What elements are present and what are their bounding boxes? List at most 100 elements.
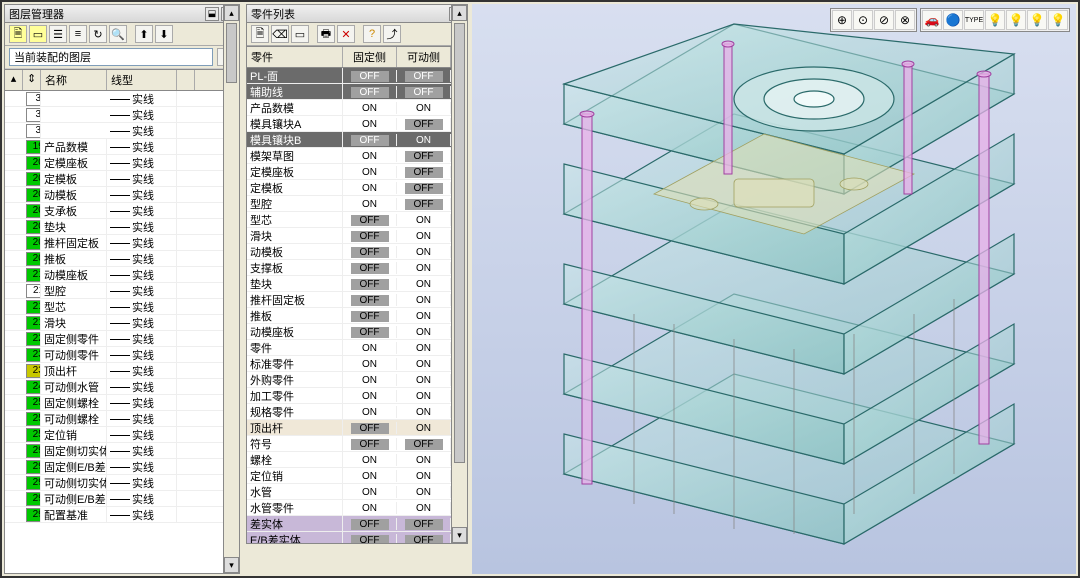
- layer-row[interactable]: 220固定侧零件实线: [5, 331, 239, 347]
- scroll-up-icon[interactable]: ▴: [452, 5, 467, 21]
- parts-row[interactable]: 定位销ONON: [247, 468, 467, 484]
- parts-row[interactable]: 水管ONON: [247, 484, 467, 500]
- parts-scrollbar[interactable]: ▴ ▾: [451, 5, 467, 543]
- pin-icon[interactable]: ⬓: [205, 7, 219, 21]
- part-fixed-toggle[interactable]: OFF: [343, 230, 397, 242]
- parts-tool-group[interactable]: ▭: [291, 25, 309, 43]
- col-linetype[interactable]: 线型: [107, 70, 177, 90]
- part-movable-toggle[interactable]: OFF: [397, 518, 451, 530]
- viewport-3d[interactable]: ⊕ ⊙ ⊘ ⊗ 🚗 🔵 TYPE 💡 💡 💡 💡: [472, 4, 1076, 574]
- part-fixed-toggle[interactable]: ON: [343, 454, 397, 466]
- parts-row[interactable]: E/B差实体OFFOFF: [247, 532, 467, 543]
- display-tool-2[interactable]: TYPE: [964, 10, 984, 30]
- part-fixed-toggle[interactable]: ON: [343, 102, 397, 114]
- layer-tool-find[interactable]: 🔍: [109, 25, 127, 43]
- part-movable-toggle[interactable]: ON: [397, 278, 451, 290]
- part-movable-toggle[interactable]: ON: [397, 470, 451, 482]
- layer-row[interactable]: 292可动侧切实体实线: [5, 475, 239, 491]
- scroll-thumb[interactable]: [226, 23, 237, 83]
- layer-row[interactable]: 201定模座板实线: [5, 155, 239, 171]
- col-extra[interactable]: [177, 70, 195, 90]
- parts-row[interactable]: 螺栓ONON: [247, 452, 467, 468]
- parts-row[interactable]: 符号OFFOFF: [247, 436, 467, 452]
- part-fixed-toggle[interactable]: OFF: [343, 134, 397, 146]
- parts-tool-new[interactable]: 🗎: [251, 25, 269, 43]
- part-movable-toggle[interactable]: ON: [397, 246, 451, 258]
- parts-row[interactable]: 型芯OFFON: [247, 212, 467, 228]
- parts-row[interactable]: 辅助线OFFOFF: [247, 84, 467, 100]
- current-layer-input[interactable]: [9, 48, 213, 66]
- part-movable-toggle[interactable]: ON: [397, 294, 451, 306]
- view-tool-0[interactable]: ⊕: [832, 10, 852, 30]
- part-movable-toggle[interactable]: ON: [397, 358, 451, 370]
- layer-row[interactable]: 208推杆固定板实线: [5, 235, 239, 251]
- parts-row[interactable]: 产品数模ONON: [247, 100, 467, 116]
- layer-row[interactable]: 210动模座板实线: [5, 267, 239, 283]
- layer-row[interactable]: 230可动侧零件实线: [5, 347, 239, 363]
- layer-row[interactable]: 207垫块实线: [5, 219, 239, 235]
- layer-row[interactable]: 290固定侧切实体实线: [5, 443, 239, 459]
- part-movable-toggle[interactable]: ON: [397, 342, 451, 354]
- part-movable-toggle[interactable]: ON: [397, 102, 451, 114]
- view-tool-2[interactable]: ⊘: [874, 10, 894, 30]
- col-fixed[interactable]: 固定侧: [343, 47, 397, 67]
- parts-row[interactable]: 模具镶块AONOFF: [247, 116, 467, 132]
- layer-row[interactable]: 242可动侧水管实线: [5, 379, 239, 395]
- part-movable-toggle[interactable]: ON: [397, 486, 451, 498]
- layer-row[interactable]: 291固定侧E/B差…实线: [5, 459, 239, 475]
- layer-tool-list[interactable]: ☰: [49, 25, 67, 43]
- scroll-up-icon[interactable]: ▴: [224, 5, 239, 21]
- layer-row[interactable]: 235顶出杆实线: [5, 363, 239, 379]
- parts-row[interactable]: 顶出杆OFFON: [247, 420, 467, 436]
- part-fixed-toggle[interactable]: ON: [343, 198, 397, 210]
- part-fixed-toggle[interactable]: ON: [343, 182, 397, 194]
- part-fixed-toggle[interactable]: ON: [343, 118, 397, 130]
- light-tool-1[interactable]: 💡: [1006, 10, 1026, 30]
- part-fixed-toggle[interactable]: OFF: [343, 70, 397, 82]
- part-movable-toggle[interactable]: ON: [397, 134, 451, 146]
- layer-row[interactable]: 209推板实线: [5, 251, 239, 267]
- layer-tool-props[interactable]: ≡: [69, 25, 87, 43]
- part-fixed-toggle[interactable]: OFF: [343, 326, 397, 338]
- parts-row[interactable]: 差实体OFFOFF: [247, 516, 467, 532]
- part-fixed-toggle[interactable]: OFF: [343, 294, 397, 306]
- layer-row[interactable]: 34实线: [5, 107, 239, 123]
- part-fixed-toggle[interactable]: ON: [343, 486, 397, 498]
- part-fixed-toggle[interactable]: ON: [343, 406, 397, 418]
- part-movable-toggle[interactable]: ON: [397, 310, 451, 322]
- parts-row[interactable]: 加工零件ONON: [247, 388, 467, 404]
- parts-row[interactable]: 定模板ONOFF: [247, 180, 467, 196]
- parts-tool-exit[interactable]: ⤴: [383, 25, 401, 43]
- parts-row[interactable]: 动模座板OFFON: [247, 324, 467, 340]
- layer-row[interactable]: 251可动侧螺栓实线: [5, 411, 239, 427]
- parts-row[interactable]: 规格零件ONON: [247, 404, 467, 420]
- light-tool-0[interactable]: 💡: [985, 10, 1005, 30]
- layer-row[interactable]: 293可动侧E/B差…实线: [5, 491, 239, 507]
- part-movable-toggle[interactable]: ON: [397, 326, 451, 338]
- part-movable-toggle[interactable]: ON: [397, 230, 451, 242]
- parts-row[interactable]: 支撑板OFFON: [247, 260, 467, 276]
- part-movable-toggle[interactable]: ON: [397, 214, 451, 226]
- part-fixed-toggle[interactable]: ON: [343, 374, 397, 386]
- layer-row[interactable]: 256定位销实线: [5, 427, 239, 443]
- part-fixed-toggle[interactable]: OFF: [343, 310, 397, 322]
- part-fixed-toggle[interactable]: ON: [343, 358, 397, 370]
- col-part[interactable]: 零件: [247, 47, 343, 67]
- parts-row[interactable]: 滑块OFFON: [247, 228, 467, 244]
- layer-row[interactable]: 195产品数模实线: [5, 139, 239, 155]
- part-movable-toggle[interactable]: OFF: [397, 150, 451, 162]
- parts-row[interactable]: 定模座板ONOFF: [247, 164, 467, 180]
- display-tool-0[interactable]: 🚗: [922, 10, 942, 30]
- parts-tool-delete[interactable]: ✕: [337, 25, 355, 43]
- layer-row[interactable]: 33实线: [5, 91, 239, 107]
- part-movable-toggle[interactable]: ON: [397, 422, 451, 434]
- part-fixed-toggle[interactable]: OFF: [343, 246, 397, 258]
- layer-row[interactable]: 36实线: [5, 123, 239, 139]
- view-tool-1[interactable]: ⊙: [853, 10, 873, 30]
- layer-row[interactable]: 250固定侧螺栓实线: [5, 395, 239, 411]
- layer-tool-new[interactable]: 🗎: [9, 25, 27, 43]
- part-movable-toggle[interactable]: ON: [397, 502, 451, 514]
- part-movable-toggle[interactable]: ON: [397, 406, 451, 418]
- light-tool-2[interactable]: 💡: [1027, 10, 1047, 30]
- parts-row[interactable]: 推板OFFON: [247, 308, 467, 324]
